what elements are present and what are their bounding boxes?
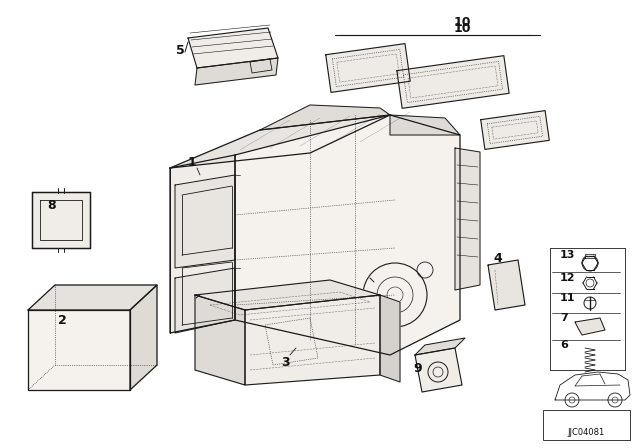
Text: 3: 3	[281, 356, 289, 369]
Polygon shape	[488, 260, 525, 310]
Text: 10: 10	[453, 22, 471, 34]
Polygon shape	[170, 155, 235, 333]
Polygon shape	[195, 280, 380, 310]
Text: 7: 7	[560, 313, 568, 323]
Polygon shape	[28, 285, 157, 310]
Polygon shape	[455, 148, 480, 290]
Polygon shape	[235, 115, 460, 355]
Text: 8: 8	[48, 198, 56, 211]
Text: 10: 10	[453, 16, 471, 29]
Text: 4: 4	[493, 251, 502, 264]
Polygon shape	[585, 254, 595, 258]
Polygon shape	[130, 285, 157, 390]
Text: 1: 1	[188, 155, 196, 168]
Text: 11: 11	[560, 293, 575, 303]
Polygon shape	[415, 338, 465, 355]
Text: 13: 13	[560, 250, 575, 260]
Polygon shape	[397, 56, 509, 108]
Polygon shape	[390, 115, 460, 135]
Text: 2: 2	[58, 314, 67, 327]
Bar	[543, 410, 630, 440]
Polygon shape	[195, 58, 278, 85]
Polygon shape	[28, 310, 130, 390]
Polygon shape	[175, 175, 235, 268]
Text: 9: 9	[413, 362, 422, 375]
Polygon shape	[575, 318, 605, 335]
Text: JJC04081: JJC04081	[568, 427, 605, 436]
Polygon shape	[260, 105, 390, 130]
Polygon shape	[32, 192, 90, 248]
Polygon shape	[195, 295, 245, 385]
Polygon shape	[245, 295, 380, 385]
Polygon shape	[326, 43, 410, 92]
Polygon shape	[188, 28, 278, 68]
Polygon shape	[380, 295, 400, 382]
Text: 5: 5	[175, 43, 184, 56]
Polygon shape	[415, 348, 462, 392]
Polygon shape	[175, 268, 235, 333]
Polygon shape	[170, 115, 390, 168]
Text: 12: 12	[560, 273, 575, 283]
Text: 6: 6	[560, 340, 568, 350]
Polygon shape	[481, 111, 549, 149]
